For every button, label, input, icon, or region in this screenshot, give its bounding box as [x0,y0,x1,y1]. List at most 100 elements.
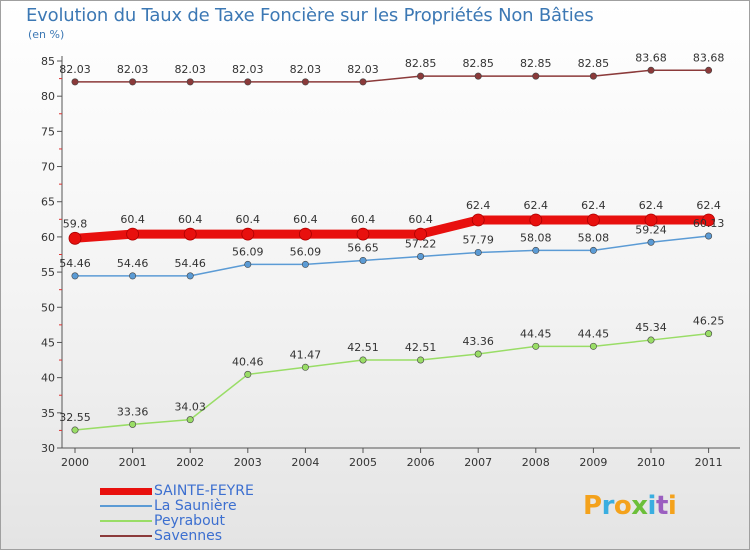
data-point [589,72,597,80]
y-tick-label: 60 [41,231,55,244]
y-tick-label: 75 [41,125,55,138]
data-point [589,246,597,254]
logo-letter: x [631,491,648,521]
y-tick-label: 85 [41,55,55,68]
data-label: 62.4 [696,199,721,212]
data-point [301,78,309,86]
data-point [356,227,370,241]
y-tick-label: 35 [41,407,55,420]
data-label: 60.13 [693,217,725,230]
data-label: 56.09 [232,245,264,258]
data-label: 40.46 [232,355,264,368]
legend-item-sainte-feyre: SAINTE-FEYRE [100,483,300,499]
y-tick-label: 55 [41,266,55,279]
data-point [647,238,655,246]
y-tick-label: 65 [41,196,55,209]
data-label: 62.4 [639,199,664,212]
series-line [74,215,709,243]
x-tick-label: 2000 [61,456,89,469]
proxiti-logo: Proxiti [583,491,677,521]
x-tick-label: 2011 [695,456,723,469]
data-label: 44.45 [520,327,552,340]
data-label: 60.4 [178,213,203,226]
data-label: 60.4 [120,213,145,226]
legend-label: Savennes [154,528,223,544]
x-tick-label: 2003 [234,456,262,469]
data-point [702,213,715,227]
y-tick-label: 45 [41,336,55,349]
data-point [298,227,312,241]
data-label: 82.03 [174,63,206,76]
data-label: 82.03 [347,63,379,76]
data-point [244,78,252,86]
data-point [71,78,79,86]
data-label: 62.4 [581,199,606,212]
logo-letter: o [613,491,632,521]
data-label: 58.08 [520,231,552,244]
data-label: 82.03 [117,63,149,76]
data-label: 82.03 [59,63,91,76]
data-label: 34.03 [174,401,206,414]
x-tick-label: 2007 [464,456,492,469]
data-point [129,78,137,86]
data-label: 56.65 [347,241,379,254]
data-label: 59.24 [635,223,667,236]
x-tick-label: 2009 [579,456,607,469]
data-label: 44.45 [578,327,610,340]
data-point [705,232,713,240]
data-point [414,227,428,241]
data-point [186,416,194,424]
data-point [647,66,655,74]
legend-swatch [100,520,152,522]
data-label: 56.09 [290,245,322,258]
y-tick-label: 50 [41,301,55,314]
data-point [532,72,540,80]
data-point [417,356,425,364]
data-point [644,213,658,227]
logo-letter: i [647,491,657,521]
data-point [71,272,79,280]
data-label: 54.46 [117,257,149,270]
data-point [244,370,252,378]
data-point [532,342,540,350]
data-label: 41.47 [290,348,322,361]
data-label: 60.4 [293,213,318,226]
data-point [301,363,309,371]
data-label: 32.55 [59,411,91,424]
x-tick-label: 2006 [407,456,435,469]
data-label: 83.68 [635,51,667,64]
data-point [705,66,713,74]
data-label: 33.36 [117,405,149,418]
legend: SAINTE-FEYRE La Saunière Peyrabout Saven… [100,483,300,544]
logo-letter: r [601,491,615,521]
data-point [589,342,597,350]
y-tick-label: 80 [41,90,55,103]
data-point [129,420,137,428]
data-point [359,78,367,86]
data-point [241,227,255,241]
series-line [75,69,709,83]
data-label: 83.68 [693,51,725,64]
data-label: 57.79 [462,233,494,246]
data-point [587,213,600,227]
chart-title: Evolution du Taux de Taxe Foncière sur l… [26,5,594,26]
data-label: 62.4 [466,199,491,212]
data-label: 46.25 [693,315,725,328]
data-label: 54.46 [59,257,91,270]
data-label: 57.22 [405,237,437,250]
data-label: 60.4 [408,213,433,226]
data-point [129,272,137,280]
legend-label: Peyrabout [154,513,225,529]
x-tick-label: 2004 [291,456,319,469]
data-point [126,227,140,241]
data-point [359,256,367,264]
legend-swatch [100,535,152,537]
x-tick-label: 2008 [522,456,550,469]
legend-label: La Saunière [154,498,237,514]
data-label: 45.34 [635,321,667,334]
data-label: 82.85 [462,57,494,70]
data-point [71,426,79,434]
data-label: 58.08 [578,231,610,244]
